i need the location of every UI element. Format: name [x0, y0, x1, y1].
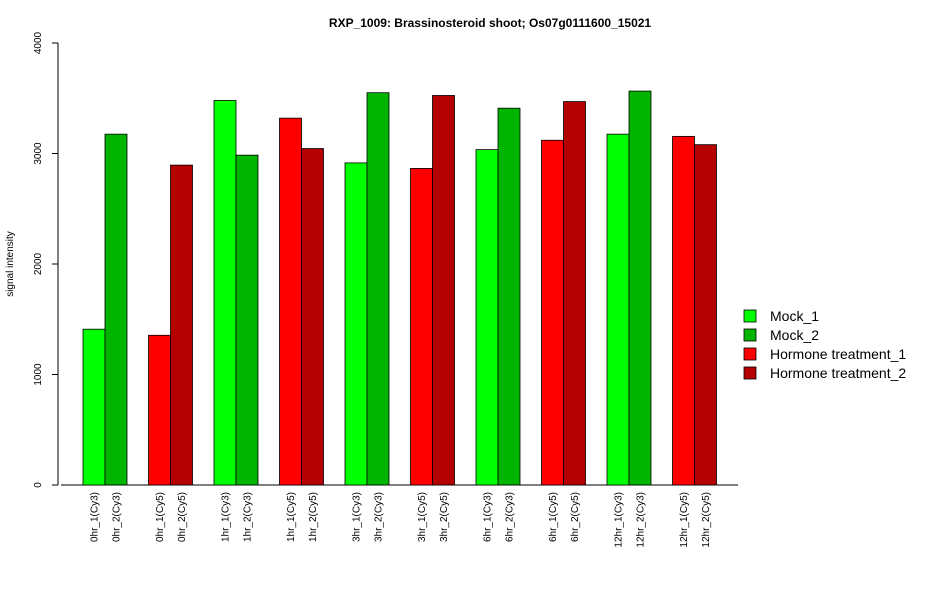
x-tick-label: 12hr_2(Cy3) — [636, 492, 647, 548]
category-labels: 0hr_1(Cy3) 0hr_2(Cy3) 0hr_1(Cy5) 0hr_2(Cy5)… — [90, 492, 713, 548]
x-tick-label: 6hr_2(Cy3) — [505, 492, 516, 542]
x-tick-label: 1hr_1(Cy3) — [221, 492, 232, 542]
bar — [432, 95, 455, 486]
x-tick-label: 12hr_2(Cy5) — [701, 492, 712, 548]
bar — [82, 328, 106, 486]
x-tick-label: 0hr_2(Cy5) — [177, 492, 188, 542]
bar — [104, 133, 128, 486]
legend-swatch — [743, 328, 757, 342]
legend: Mock_1 Mock_2 Hormone treatment_1 Hormone t… — [743, 308, 906, 381]
legend-label: Mock_1 — [770, 308, 819, 324]
legend-label: Mock_2 — [770, 327, 819, 343]
bar — [410, 168, 433, 486]
legend-label: Hormone treatment_2 — [770, 365, 906, 381]
chart-title: RXP_1009: Brassinosteroid shoot; Os07g01… — [329, 16, 652, 30]
x-tick-label: 0hr_1(Cy3) — [90, 492, 101, 542]
x-tick-label: 3hr_2(Cy5) — [439, 492, 450, 542]
x-tick-label: 1hr_2(Cy5) — [308, 492, 319, 542]
bar — [475, 149, 499, 486]
bar — [672, 135, 695, 486]
legend-swatch — [743, 366, 757, 380]
y-tick-label: 1000 — [33, 363, 44, 386]
bar — [301, 148, 324, 486]
x-tick-label: 3hr_2(Cy3) — [374, 492, 385, 542]
x-tick-label: 1hr_1(Cy5) — [286, 492, 297, 542]
x-tick-label: 6hr_1(Cy5) — [548, 492, 559, 542]
bar — [344, 162, 368, 486]
y-tick-label: 0 — [33, 482, 44, 488]
bar — [606, 133, 630, 486]
bar — [366, 92, 390, 486]
x-tick-label: 6hr_1(Cy3) — [483, 492, 494, 542]
x-tick-label: 6hr_2(Cy5) — [570, 492, 581, 542]
legend-swatch — [743, 309, 757, 323]
legend-swatch — [743, 347, 757, 361]
y-axis-label: signal intensity — [5, 231, 16, 297]
x-tick-label: 0hr_1(Cy5) — [155, 492, 166, 542]
bars-group — [82, 90, 717, 486]
bar — [541, 139, 564, 486]
bar — [170, 164, 193, 486]
y-tick-label: 2000 — [33, 252, 44, 275]
legend-label: Hormone treatment_1 — [770, 346, 906, 362]
x-tick-label: 1hr_2(Cy3) — [243, 492, 254, 542]
y-axis: 0 1000 2000 3000 4000 — [33, 31, 59, 488]
bar — [628, 90, 652, 486]
x-tick-label: 12hr_1(Cy5) — [679, 492, 690, 548]
bar — [563, 101, 586, 486]
x-tick-label: 3hr_1(Cy5) — [417, 492, 428, 542]
bar — [148, 334, 171, 486]
bar — [235, 154, 259, 486]
x-tick-label: 3hr_1(Cy3) — [352, 492, 363, 542]
bar — [213, 100, 237, 486]
bar — [279, 117, 302, 486]
y-tick-label: 4000 — [33, 31, 44, 54]
bar — [694, 144, 717, 486]
bar — [497, 107, 521, 486]
x-tick-label: 0hr_2(Cy3) — [112, 492, 123, 542]
y-tick-label: 3000 — [33, 142, 44, 165]
x-tick-label: 12hr_1(Cy3) — [614, 492, 625, 548]
